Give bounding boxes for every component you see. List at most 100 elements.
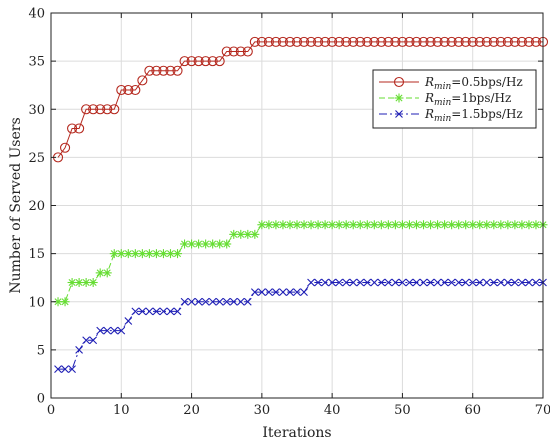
y-tick-label: 10 bbox=[28, 295, 45, 310]
legend-marker bbox=[395, 110, 403, 118]
data-point bbox=[426, 278, 435, 287]
data-point bbox=[391, 278, 400, 287]
data-point bbox=[222, 297, 231, 306]
data-point bbox=[525, 278, 533, 287]
x-tick-label: 10 bbox=[113, 403, 130, 418]
series-line-1 bbox=[57, 41, 543, 158]
data-point bbox=[180, 239, 190, 249]
data-point bbox=[152, 307, 161, 316]
data-point bbox=[404, 36, 415, 47]
series-3 bbox=[54, 278, 547, 374]
y-tick-label: 40 bbox=[28, 7, 45, 22]
data-point bbox=[334, 36, 345, 47]
data-point bbox=[390, 36, 401, 47]
data-point bbox=[433, 278, 442, 287]
data-point bbox=[426, 220, 436, 230]
data-point bbox=[307, 278, 315, 287]
data-point bbox=[474, 36, 485, 47]
data-point bbox=[293, 288, 301, 297]
data-point bbox=[362, 220, 372, 230]
data-point bbox=[412, 278, 421, 287]
data-point bbox=[369, 36, 380, 47]
legend-entry: Rmin=0.5bps/Hz bbox=[379, 75, 523, 92]
data-point bbox=[166, 307, 175, 316]
data-point bbox=[74, 278, 84, 287]
data-point bbox=[335, 278, 344, 287]
series-line-3 bbox=[58, 282, 543, 370]
data-point bbox=[291, 36, 303, 47]
data-point bbox=[250, 229, 260, 239]
data-point bbox=[313, 36, 324, 47]
y-tick-label: 15 bbox=[28, 247, 45, 262]
data-point bbox=[321, 278, 330, 287]
data-point bbox=[398, 278, 407, 287]
data-point bbox=[306, 36, 317, 47]
data-point bbox=[376, 36, 387, 47]
data-point bbox=[419, 278, 428, 287]
data-point bbox=[173, 307, 182, 316]
y-tick-label: 35 bbox=[28, 55, 45, 70]
data-point bbox=[235, 46, 246, 57]
data-point bbox=[314, 278, 322, 287]
data-point bbox=[488, 36, 499, 47]
data-point bbox=[510, 278, 519, 287]
data-point bbox=[228, 46, 239, 57]
data-point bbox=[68, 365, 76, 374]
data-point bbox=[495, 36, 506, 47]
data-point bbox=[342, 278, 351, 287]
data-point bbox=[130, 249, 140, 259]
data-point bbox=[242, 46, 253, 57]
data-point bbox=[468, 278, 477, 287]
data-point bbox=[222, 239, 232, 249]
data-point bbox=[60, 142, 71, 153]
x-tick-label: 50 bbox=[394, 403, 411, 418]
data-point bbox=[453, 36, 464, 47]
data-point bbox=[138, 307, 147, 316]
data-point bbox=[102, 268, 112, 278]
data-point bbox=[263, 36, 274, 47]
series-1 bbox=[52, 36, 549, 163]
axis-ticks: 0 10 20 30 40 50 60 70 0 5 10 15 20 25 30 35 40 bbox=[28, 7, 550, 419]
data-point bbox=[144, 65, 155, 76]
data-point bbox=[123, 84, 134, 96]
data-point bbox=[411, 36, 422, 47]
data-point bbox=[193, 56, 204, 67]
data-point bbox=[96, 326, 105, 335]
data-point bbox=[215, 297, 224, 306]
data-point bbox=[221, 46, 232, 57]
data-point bbox=[201, 297, 210, 306]
series-layer bbox=[52, 36, 549, 374]
data-point bbox=[532, 278, 540, 287]
x-tick-label: 0 bbox=[47, 403, 55, 418]
data-point bbox=[530, 36, 542, 47]
legend-marker bbox=[394, 93, 404, 103]
data-point bbox=[377, 278, 386, 287]
y-tick-label: 30 bbox=[28, 103, 45, 118]
data-point bbox=[131, 307, 140, 316]
data-point bbox=[440, 278, 449, 287]
data-point bbox=[355, 36, 366, 47]
data-point bbox=[95, 104, 106, 115]
data-point bbox=[214, 56, 225, 67]
data-point bbox=[186, 56, 197, 67]
data-point bbox=[362, 36, 373, 47]
data-point bbox=[187, 297, 196, 306]
data-point bbox=[284, 36, 296, 47]
data-point bbox=[89, 336, 98, 345]
data-point bbox=[370, 278, 379, 287]
data-point bbox=[467, 36, 478, 47]
data-point bbox=[272, 288, 280, 297]
data-point bbox=[145, 307, 154, 316]
data-point bbox=[503, 278, 512, 287]
data-point bbox=[75, 345, 84, 354]
data-point bbox=[524, 220, 534, 230]
data-point bbox=[173, 249, 183, 259]
data-point bbox=[376, 220, 386, 230]
data-point bbox=[496, 278, 505, 287]
data-point bbox=[523, 36, 534, 47]
data-point bbox=[328, 278, 337, 287]
data-point bbox=[243, 229, 253, 239]
data-point bbox=[116, 84, 127, 96]
data-point bbox=[320, 36, 331, 47]
